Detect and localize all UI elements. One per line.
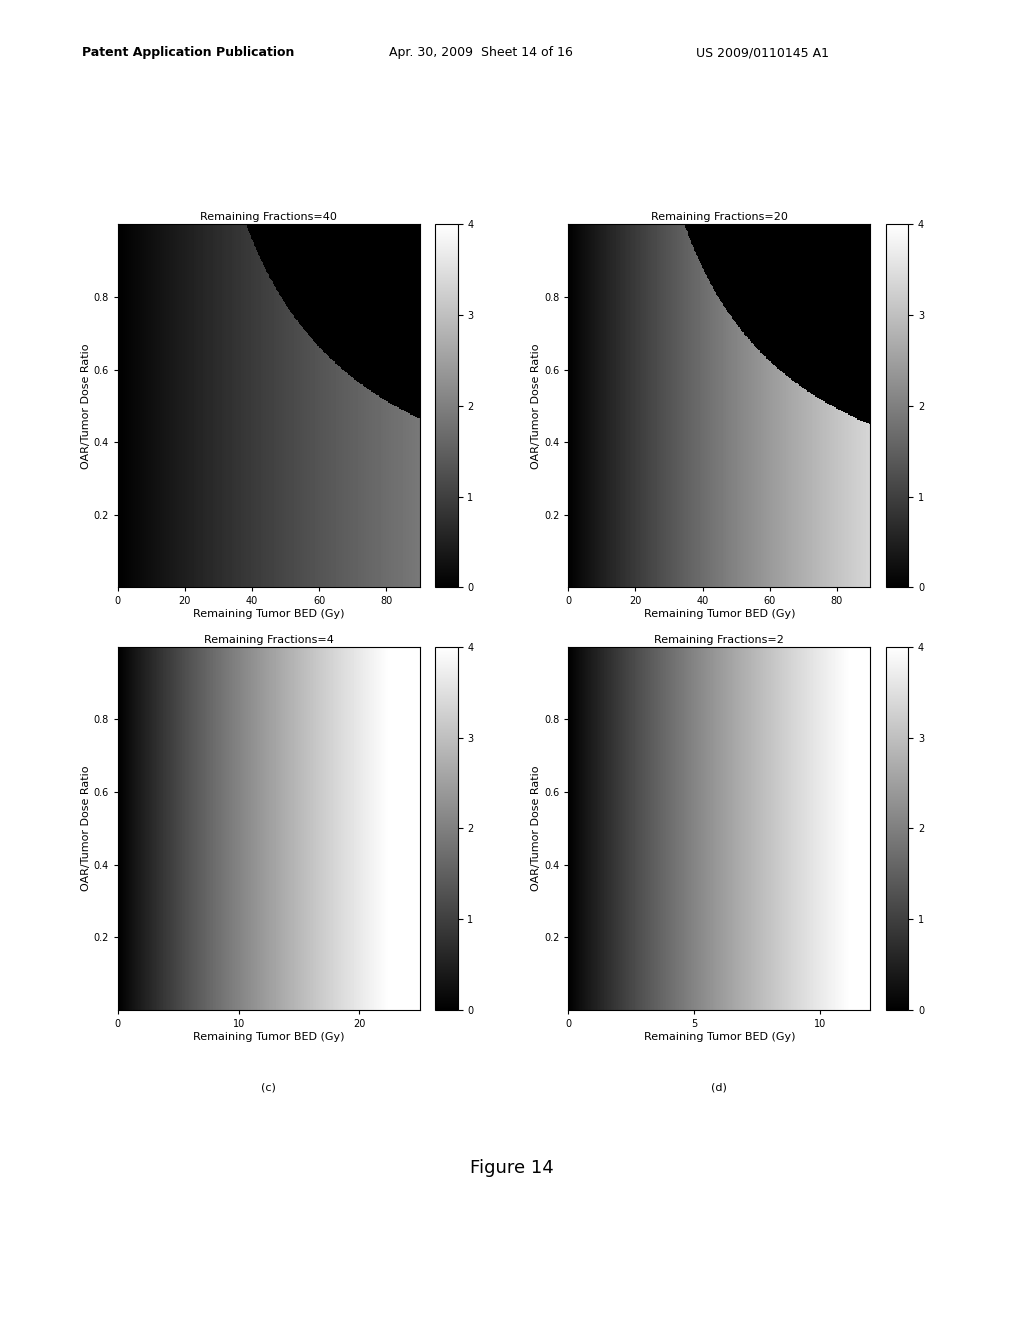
Text: (a): (a) — [261, 660, 276, 671]
Y-axis label: OAR/Tumor Dose Ratio: OAR/Tumor Dose Ratio — [531, 766, 541, 891]
Text: US 2009/0110145 A1: US 2009/0110145 A1 — [696, 46, 829, 59]
Title: Remaining Fractions=4: Remaining Fractions=4 — [204, 635, 334, 644]
X-axis label: Remaining Tumor BED (Gy): Remaining Tumor BED (Gy) — [644, 1032, 795, 1041]
X-axis label: Remaining Tumor BED (Gy): Remaining Tumor BED (Gy) — [644, 610, 795, 619]
Y-axis label: OAR/Tumor Dose Ratio: OAR/Tumor Dose Ratio — [81, 343, 90, 469]
X-axis label: Remaining Tumor BED (Gy): Remaining Tumor BED (Gy) — [194, 1032, 344, 1041]
Y-axis label: OAR/Tumor Dose Ratio: OAR/Tumor Dose Ratio — [531, 343, 541, 469]
Y-axis label: OAR/Tumor Dose Ratio: OAR/Tumor Dose Ratio — [81, 766, 90, 891]
Title: Remaining Fractions=20: Remaining Fractions=20 — [651, 213, 787, 222]
Text: Figure 14: Figure 14 — [470, 1159, 554, 1177]
Text: (c): (c) — [261, 1082, 276, 1093]
X-axis label: Remaining Tumor BED (Gy): Remaining Tumor BED (Gy) — [194, 610, 344, 619]
Title: Remaining Fractions=2: Remaining Fractions=2 — [654, 635, 784, 644]
Text: Apr. 30, 2009  Sheet 14 of 16: Apr. 30, 2009 Sheet 14 of 16 — [389, 46, 573, 59]
Title: Remaining Fractions=40: Remaining Fractions=40 — [201, 213, 337, 222]
Text: (d): (d) — [712, 1082, 727, 1093]
Text: Patent Application Publication: Patent Application Publication — [82, 46, 294, 59]
Text: (b): (b) — [712, 660, 727, 671]
